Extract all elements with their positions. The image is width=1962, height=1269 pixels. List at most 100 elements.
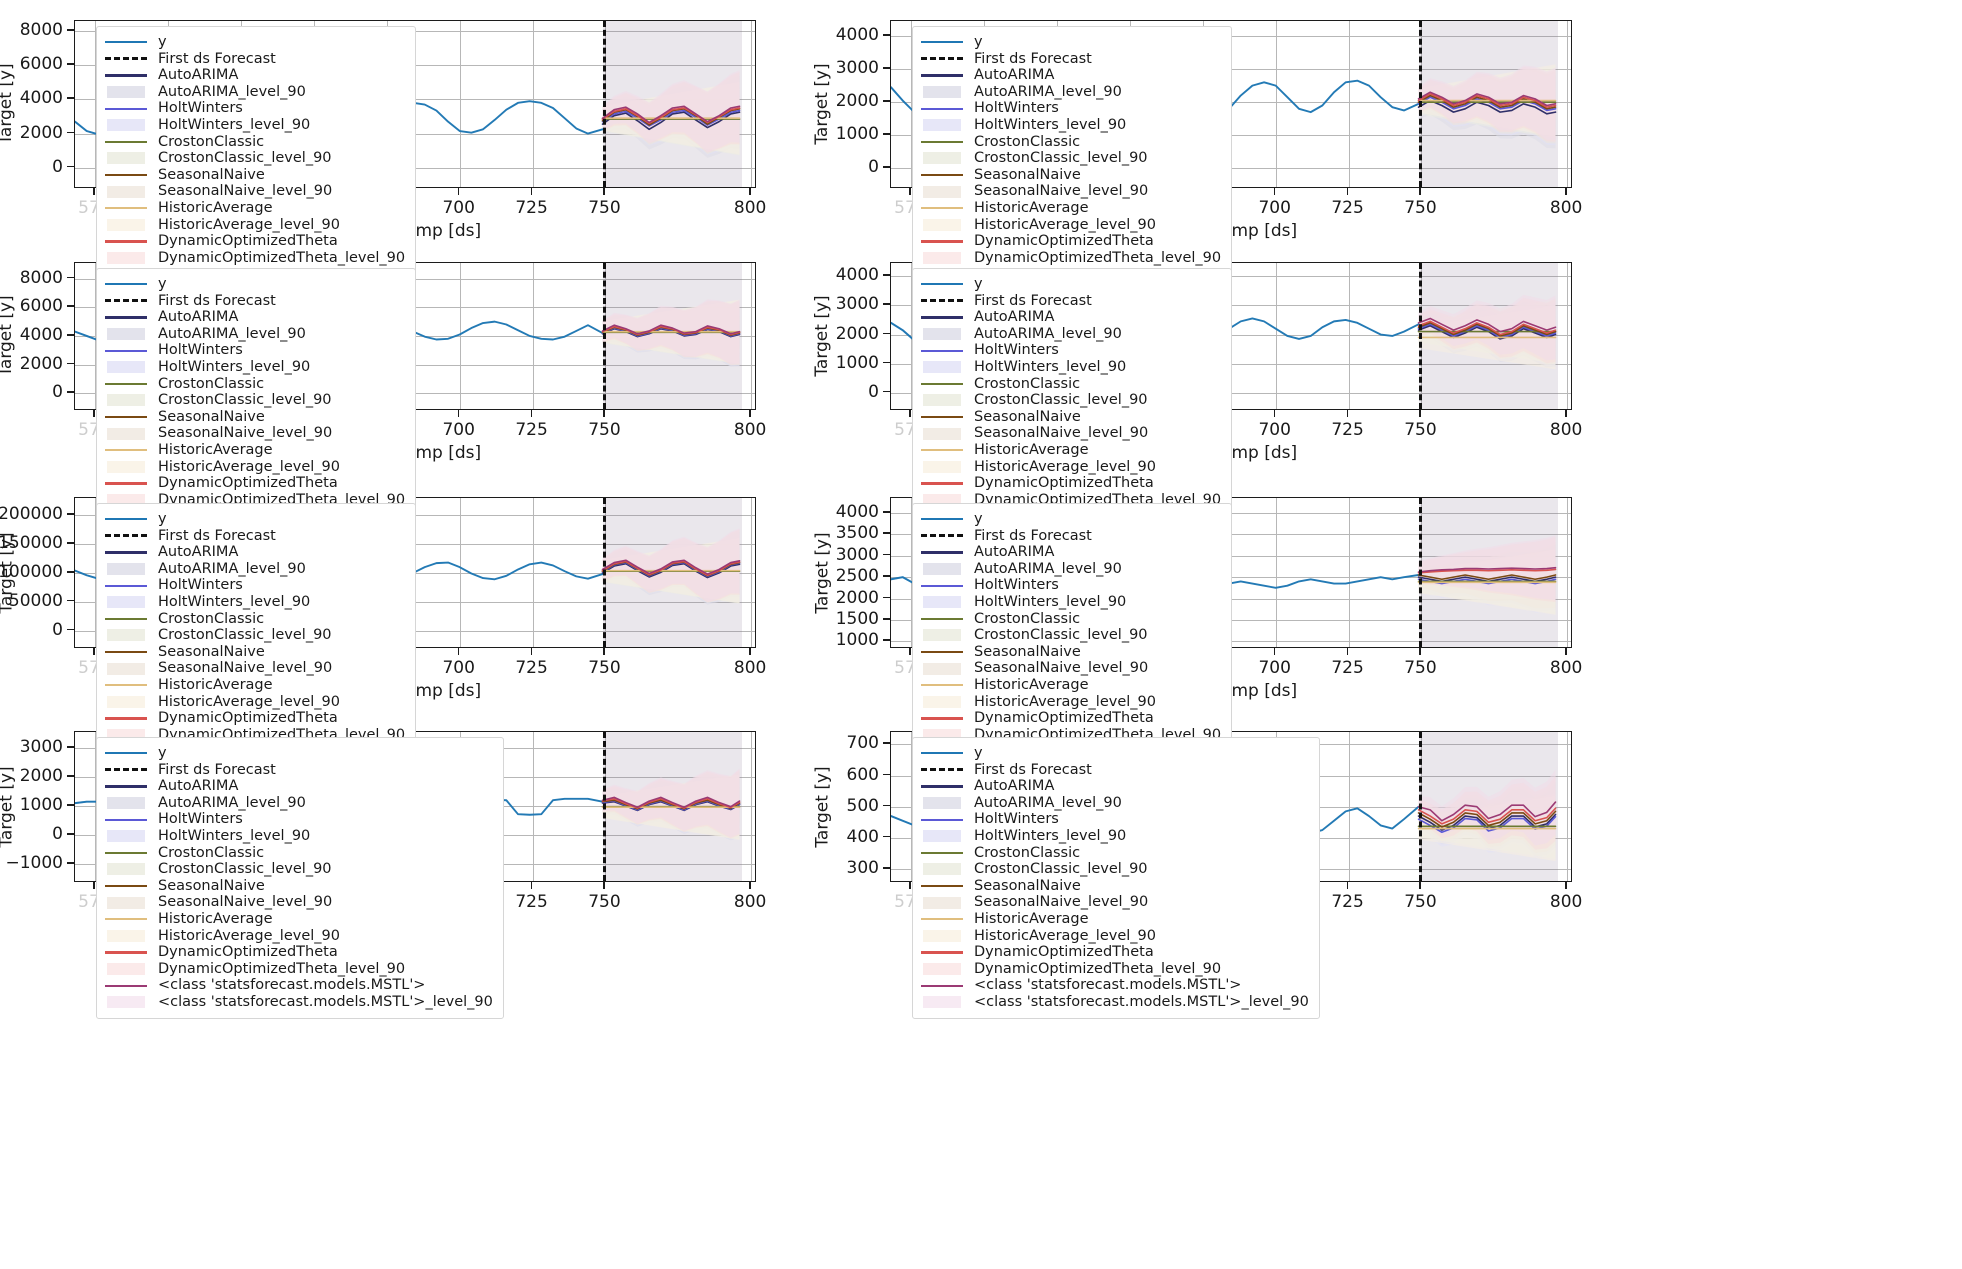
legend-h103[interactable]: y First ds Forecast AutoARIMA AutoARIMA_lev…	[96, 503, 417, 752]
legend-item[interactable]: HoltWinters_level_90	[921, 117, 1221, 134]
legend-item[interactable]: HistoricAverage	[105, 677, 405, 694]
legend-item[interactable]: AutoARIMA_level_90	[105, 795, 493, 812]
legend-item[interactable]: <class 'statsforecast.models.MSTL'>	[921, 977, 1309, 994]
legend-item[interactable]: DynamicOptimizedTheta	[921, 475, 1221, 492]
legend-item[interactable]: HoltWinters	[921, 100, 1221, 117]
legend-item[interactable]: DynamicOptimizedTheta	[105, 475, 405, 492]
legend-item[interactable]: SeasonalNaive_level_90	[921, 425, 1221, 442]
legend-item[interactable]: AutoARIMA	[105, 778, 493, 795]
legend-item[interactable]: DynamicOptimizedTheta	[921, 710, 1221, 727]
legend-item[interactable]: HistoricAverage	[105, 200, 405, 217]
legend-item[interactable]: HistoricAverage_level_90	[921, 459, 1221, 476]
legend-item[interactable]: First ds Forecast	[921, 762, 1309, 779]
legend-h101[interactable]: y First ds Forecast AutoARIMA AutoARIMA_lev…	[912, 503, 1233, 752]
legend-item[interactable]: HoltWinters	[921, 342, 1221, 359]
legend-h107[interactable]: y First ds Forecast AutoARIMA AutoARIMA_lev…	[96, 268, 417, 517]
legend-item[interactable]: SeasonalNaive	[105, 409, 405, 426]
legend-item[interactable]: HoltWinters_level_90	[921, 828, 1309, 845]
legend-item[interactable]: SeasonalNaive_level_90	[921, 894, 1309, 911]
legend-item[interactable]: AutoARIMA	[921, 309, 1221, 326]
legend-item[interactable]: CrostonClassic_level_90	[921, 392, 1221, 409]
legend-item[interactable]: SeasonalNaive_level_90	[105, 183, 405, 200]
legend-item[interactable]: DynamicOptimizedTheta_level_90	[921, 961, 1309, 978]
legend-item[interactable]: CrostonClassic	[921, 611, 1221, 628]
legend-item[interactable]: AutoARIMA_level_90	[105, 326, 405, 343]
legend-item[interactable]: SeasonalNaive	[921, 409, 1221, 426]
legend-item[interactable]: y	[921, 276, 1221, 293]
legend-item[interactable]: <class 'statsforecast.models.MSTL'>_leve…	[921, 994, 1309, 1011]
legend-item[interactable]: First ds Forecast	[105, 293, 405, 310]
legend-item[interactable]: CrostonClassic_level_90	[105, 627, 405, 644]
legend-item[interactable]: y	[105, 34, 405, 51]
legend-item[interactable]: HistoricAverage_level_90	[105, 928, 493, 945]
legend-item[interactable]: AutoARIMA	[105, 67, 405, 84]
legend-item[interactable]: y	[105, 745, 493, 762]
legend-item[interactable]: DynamicOptimizedTheta	[921, 233, 1221, 250]
legend-item[interactable]: CrostonClassic	[105, 611, 405, 628]
legend-item[interactable]: <class 'statsforecast.models.MSTL'>	[105, 977, 493, 994]
legend-item[interactable]: HoltWinters_level_90	[105, 359, 405, 376]
legend-item[interactable]: SeasonalNaive_level_90	[105, 660, 405, 677]
legend-item[interactable]: CrostonClassic_level_90	[105, 150, 405, 167]
legend-item[interactable]: HoltWinters_level_90	[105, 828, 493, 845]
legend-item[interactable]: y	[921, 745, 1309, 762]
legend-item[interactable]: HistoricAverage	[105, 442, 405, 459]
legend-item[interactable]: AutoARIMA	[921, 544, 1221, 561]
legend-item[interactable]: y	[105, 276, 405, 293]
legend-item[interactable]: SeasonalNaive_level_90	[921, 183, 1221, 200]
legend-item[interactable]: SeasonalNaive	[921, 878, 1309, 895]
legend-item[interactable]: DynamicOptimizedTheta	[105, 944, 493, 961]
legend-h104[interactable]: y First ds Forecast AutoARIMA AutoARIMA_lev…	[912, 26, 1233, 275]
legend-item[interactable]: SeasonalNaive	[921, 644, 1221, 661]
legend-item[interactable]: HistoricAverage_level_90	[105, 459, 405, 476]
legend-item[interactable]: SeasonalNaive_level_90	[105, 425, 405, 442]
legend-item[interactable]: CrostonClassic_level_90	[921, 150, 1221, 167]
legend-item[interactable]: SeasonalNaive_level_90	[105, 894, 493, 911]
legend-item[interactable]: DynamicOptimizedTheta	[105, 710, 405, 727]
legend-item[interactable]: HoltWinters	[105, 100, 405, 117]
legend-item[interactable]: HoltWinters_level_90	[921, 359, 1221, 376]
legend-item[interactable]: HoltWinters_level_90	[105, 117, 405, 134]
legend-item[interactable]: CrostonClassic	[105, 376, 405, 393]
legend-item[interactable]: CrostonClassic	[921, 845, 1309, 862]
legend-item[interactable]: CrostonClassic	[105, 845, 493, 862]
legend-item[interactable]: HoltWinters	[105, 577, 405, 594]
legend-item[interactable]: HistoricAverage_level_90	[921, 217, 1221, 234]
legend-item[interactable]: y	[921, 34, 1221, 51]
legend-item[interactable]: SeasonalNaive	[105, 878, 493, 895]
legend-item[interactable]: First ds Forecast	[921, 51, 1221, 68]
legend-h102[interactable]: y First ds Forecast AutoARIMA AutoARIMA_lev…	[912, 268, 1233, 517]
legend-item[interactable]: First ds Forecast	[105, 51, 405, 68]
legend-item[interactable]: First ds Forecast	[105, 762, 493, 779]
legend-item[interactable]: HistoricAverage	[921, 200, 1221, 217]
legend-item[interactable]: AutoARIMA_level_90	[921, 84, 1221, 101]
legend-item[interactable]: HistoricAverage_level_90	[105, 694, 405, 711]
legend-item[interactable]: CrostonClassic	[105, 134, 405, 151]
legend-item[interactable]: AutoARIMA	[921, 778, 1309, 795]
legend-item[interactable]: AutoARIMA_level_90	[105, 561, 405, 578]
legend-item[interactable]: HoltWinters_level_90	[105, 594, 405, 611]
legend-item[interactable]: First ds Forecast	[921, 293, 1221, 310]
legend-item[interactable]: AutoARIMA	[105, 544, 405, 561]
legend-item[interactable]: HistoricAverage_level_90	[921, 694, 1221, 711]
legend-item[interactable]: HistoricAverage_level_90	[921, 928, 1309, 945]
legend-item[interactable]: y	[105, 511, 405, 528]
legend-item[interactable]: AutoARIMA_level_90	[105, 84, 405, 101]
legend-item[interactable]: DynamicOptimizedTheta_level_90	[921, 250, 1221, 267]
legend-item[interactable]: HistoricAverage	[921, 677, 1221, 694]
legend-item[interactable]: AutoARIMA	[105, 309, 405, 326]
legend-h100[interactable]: y First ds Forecast AutoARIMA AutoARIMA_lev…	[96, 737, 504, 1019]
legend-item[interactable]: HoltWinters	[921, 577, 1221, 594]
legend-item[interactable]: DynamicOptimizedTheta_level_90	[105, 961, 493, 978]
legend-item[interactable]: SeasonalNaive	[105, 167, 405, 184]
legend-item[interactable]: HistoricAverage	[105, 911, 493, 928]
legend-item[interactable]: AutoARIMA_level_90	[921, 561, 1221, 578]
legend-item[interactable]: DynamicOptimizedTheta	[921, 944, 1309, 961]
legend-item[interactable]: SeasonalNaive	[105, 644, 405, 661]
legend-item[interactable]: AutoARIMA_level_90	[921, 326, 1221, 343]
legend-item[interactable]: HoltWinters	[105, 811, 493, 828]
legend-item[interactable]: CrostonClassic_level_90	[921, 861, 1309, 878]
legend-item[interactable]: DynamicOptimizedTheta_level_90	[105, 250, 405, 267]
legend-item[interactable]: <class 'statsforecast.models.MSTL'>_leve…	[105, 994, 493, 1011]
legend-item[interactable]: HoltWinters	[105, 342, 405, 359]
